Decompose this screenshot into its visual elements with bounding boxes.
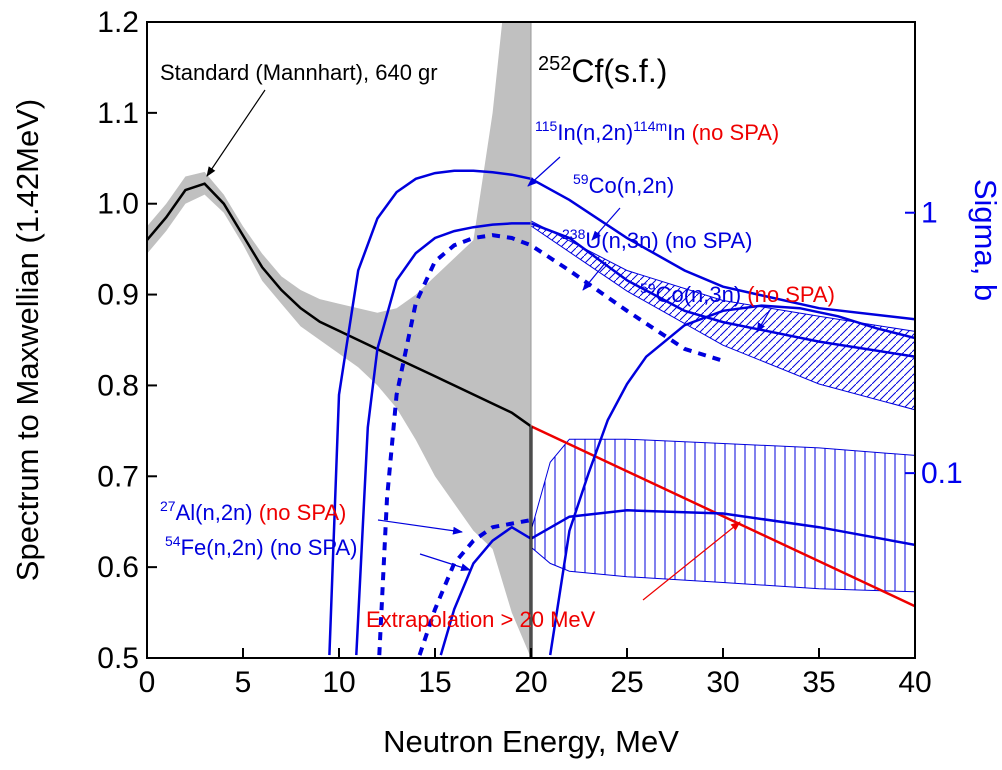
annotation: 59Co(n,3n) (no SPA) bbox=[640, 280, 835, 307]
y-tick-label: 0.7 bbox=[97, 460, 139, 493]
y2-tick-label: 0.1 bbox=[921, 457, 963, 490]
y2-tick-label: 1 bbox=[921, 197, 938, 230]
y-tick-label: 0.6 bbox=[97, 551, 139, 584]
annotation-arrow bbox=[419, 553, 471, 572]
annotations: 252Cf(s.f.) Standard (Mannhart), 640 gr 11… bbox=[160, 53, 835, 632]
axes: 0 5 10 15 20 25 30 35 40 0.5 0.6 0.7 0.8 0.9 1.0 1.1 1.2… bbox=[97, 6, 962, 699]
uncertainty-band bbox=[147, 22, 531, 658]
annotation-text: Standard (Mannhart), 640 gr bbox=[160, 60, 438, 85]
series-line bbox=[417, 518, 532, 656]
y-tick-label: 1.1 bbox=[97, 97, 139, 130]
annotation-arrow bbox=[527, 156, 561, 187]
x-tick-label: 0 bbox=[139, 666, 156, 699]
annotation-arrow bbox=[642, 521, 741, 601]
y-tick-label: 0.8 bbox=[97, 369, 139, 402]
annotation: 27Al(n,2n) (no SPA) bbox=[160, 498, 346, 525]
annotation-superscript: 114m bbox=[633, 118, 667, 134]
y-tick-label: 1.0 bbox=[97, 188, 139, 221]
annotation-superscript: 54 bbox=[165, 533, 181, 549]
series-line bbox=[328, 169, 915, 656]
annotation-text: (no SPA) bbox=[692, 120, 780, 145]
y-tick-label: 0.5 bbox=[97, 642, 139, 675]
y-axis-label: Spectrum to Maxwellian (1.42MeV) bbox=[10, 99, 45, 581]
x-tick-label: 40 bbox=[898, 666, 931, 699]
annotation-text: Co(n,3n) bbox=[656, 282, 748, 307]
annotation-text: Extrapolation > 20 MeV bbox=[366, 607, 596, 632]
annotation-text: Fe(n,2n) (no SPA) bbox=[181, 535, 358, 560]
x-tick-label: 15 bbox=[418, 666, 451, 699]
annotation-text: Co(n,2n) bbox=[589, 173, 675, 198]
annotation: Extrapolation > 20 MeV bbox=[366, 607, 596, 632]
annotation-text: U(n,3n) (no SPA) bbox=[585, 228, 752, 253]
annotation-text: (no SPA) bbox=[747, 282, 835, 307]
annotation-arrow bbox=[377, 519, 463, 535]
y2-axis-label: Sigma, b bbox=[968, 179, 1002, 301]
uncertainty-band bbox=[530, 220, 915, 411]
x-tick-label: 30 bbox=[706, 666, 739, 699]
x-tick-label: 10 bbox=[322, 666, 355, 699]
annotation-arrow bbox=[591, 207, 621, 241]
x-tick-label: 25 bbox=[610, 666, 643, 699]
annotation-superscript: 59 bbox=[640, 280, 656, 296]
annotation: 54Fe(n,2n) (no SPA) bbox=[165, 533, 357, 560]
annotation-superscript: 27 bbox=[160, 498, 176, 514]
annotation-superscript: 115 bbox=[535, 118, 558, 134]
x-tick-label: 20 bbox=[514, 666, 547, 699]
x-tick-label: 5 bbox=[235, 666, 252, 699]
annotation-text: In(n,2n) bbox=[557, 120, 633, 145]
annotation-arrow bbox=[206, 89, 266, 177]
chart-title: 252Cf(s.f.) bbox=[538, 53, 667, 89]
annotation-superscript: 59 bbox=[573, 171, 589, 187]
annotation-text: In bbox=[667, 120, 691, 145]
series-line bbox=[355, 222, 915, 656]
annotation-superscript: 238 bbox=[562, 226, 586, 242]
y-tick-label: 1.2 bbox=[97, 6, 139, 39]
annotation-text: (no SPA) bbox=[259, 500, 347, 525]
series-line bbox=[548, 304, 915, 656]
x-axis-label: Neutron Energy, MeV bbox=[383, 724, 679, 759]
annotation: 115In(n,2n)114mIn (no SPA) bbox=[535, 118, 779, 145]
annotation-text: Al(n,2n) bbox=[176, 500, 259, 525]
annotation: 238U(n,3n) (no SPA) bbox=[562, 226, 752, 253]
x-tick-label: 35 bbox=[802, 666, 835, 699]
annotation: Standard (Mannhart), 640 gr bbox=[160, 60, 438, 85]
title-superscript: 252 bbox=[538, 53, 571, 75]
series-line bbox=[377, 233, 724, 656]
annotation-arrow bbox=[756, 309, 771, 333]
annotation-arrow bbox=[582, 261, 607, 291]
title-text: Cf(s.f.) bbox=[571, 53, 667, 89]
y-tick-label: 0.9 bbox=[97, 279, 139, 312]
annotation: 59Co(n,2n) bbox=[573, 171, 674, 198]
series-line bbox=[147, 182, 532, 428]
